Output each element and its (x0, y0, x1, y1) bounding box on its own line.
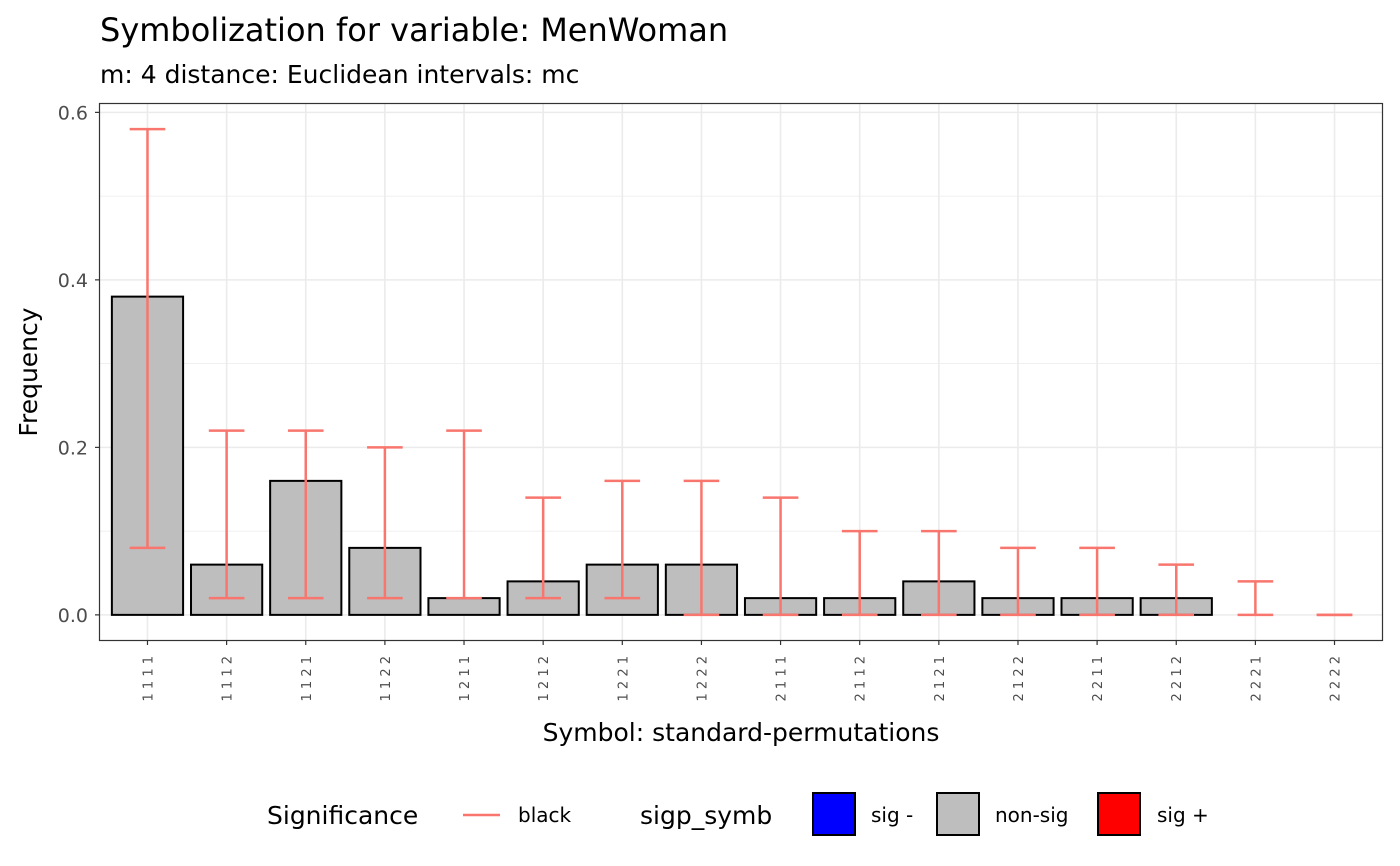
x-tick-label: 2 2 2 2 (1329, 656, 1344, 701)
x-tick-label: 2 2 1 2 (1170, 656, 1185, 701)
errorbar-1222 (683, 479, 720, 617)
errorbar-2212 (1158, 563, 1195, 617)
x-tick-label: 2 2 2 1 (1249, 656, 1264, 701)
bar-1211 (427, 597, 501, 616)
x-tick-label: 1 2 2 1 (616, 656, 631, 701)
legend-label-non-sig: non-sig (995, 803, 1068, 827)
chart-title: Symbolization for variable: MenWoman (100, 11, 728, 49)
errorbar-1121 (287, 429, 324, 600)
y-tick-label: 0.4 (58, 270, 88, 292)
x-tick-label: 1 1 2 2 (379, 656, 394, 701)
legend-key-sig-plus (1097, 792, 1141, 836)
chart-subtitle: m: 4 distance: Euclidean intervals: mc (100, 60, 579, 89)
x-tick-label: 2 2 1 1 (1091, 656, 1106, 701)
x-tick-label: 2 1 1 1 (775, 656, 790, 701)
errorbar-1122 (367, 446, 403, 600)
x-tick-label: 1 1 1 1 (141, 656, 156, 701)
bars (110, 295, 1213, 616)
errorbar-2221 (1237, 580, 1274, 617)
error-bars (129, 127, 1353, 617)
x-tick-label: 2 1 1 2 (854, 656, 869, 701)
y-axis-ticks: 0.0 0.2 0.4 0.6 (58, 102, 100, 627)
errorbar-1221 (604, 479, 641, 600)
errorbar-2121 (921, 529, 957, 617)
y-tick-label: 0.6 (58, 102, 88, 124)
y-tick-label: 0.0 (58, 605, 88, 627)
x-axis-ticks: 1 1 1 1 1 1 1 2 1 1 2 1 1 1 2 2 1 2 1 1 1 2 1… (141, 640, 1344, 701)
x-tick-label: 1 2 1 1 (458, 656, 473, 701)
legend-label-sig-minus: sig - (871, 803, 913, 827)
x-tick-label: 1 2 1 2 (537, 656, 552, 701)
y-axis-label: Frequency (14, 307, 43, 436)
errorbar-1211 (446, 429, 482, 600)
errorbar-2111 (762, 496, 799, 617)
x-tick-label: 2 1 2 1 (933, 656, 948, 701)
errorbar-1112 (208, 429, 245, 600)
errorbar-2122 (1000, 546, 1036, 617)
legend-label-sig-plus: sig + (1157, 803, 1209, 827)
panel-border (98, 102, 1384, 642)
x-axis-label: Symbol: standard-permutations (543, 718, 940, 747)
errorbar-1111 (129, 127, 166, 550)
legend-key-non-sig (936, 792, 980, 836)
errorbar-2112 (841, 529, 878, 617)
y-tick-label: 0.2 (58, 437, 88, 459)
legend-significance-title: Significance (267, 801, 418, 830)
errorbar-1212 (525, 496, 561, 600)
legend-key-sig-minus (812, 792, 856, 836)
legend-sigp-title: sigp_symb (640, 801, 772, 830)
x-tick-label: 1 2 2 2 (695, 656, 710, 701)
x-tick-label: 1 1 1 2 (221, 656, 236, 701)
x-tick-label: 1 1 2 1 (300, 656, 315, 701)
errorbar-2211 (1079, 546, 1115, 617)
x-tick-label: 2 1 2 2 (1012, 656, 1027, 701)
legend-significance-entry: black (518, 803, 572, 827)
legend: Significance black sigp_symb sig - non-s… (267, 792, 1209, 836)
